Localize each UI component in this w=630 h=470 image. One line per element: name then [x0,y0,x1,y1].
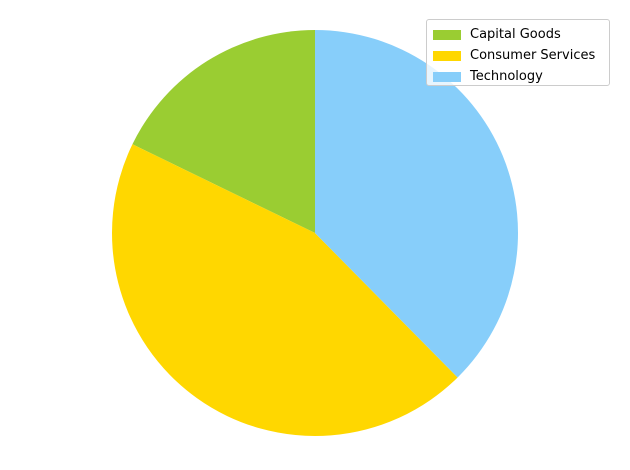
pie-slice-technology [315,30,519,378]
pie-slice-capital-goods [132,30,315,233]
chart-legend: Capital Goods Consumer Services Technolo… [426,19,610,86]
legend-swatch-consumer-services [433,50,461,61]
legend-item-technology: Technology [433,66,609,87]
legend-label-consumer-services: Consumer Services [470,48,596,63]
legend-label-technology: Technology [470,69,543,84]
legend-item-capital-goods: Capital Goods [433,24,609,45]
legend-label-capital-goods: Capital Goods [470,27,561,42]
pie-slice-consumer-services [112,144,458,436]
legend-item-consumer-services: Consumer Services [433,45,609,66]
legend-swatch-capital-goods [433,29,461,40]
legend-swatch-technology [433,71,461,82]
